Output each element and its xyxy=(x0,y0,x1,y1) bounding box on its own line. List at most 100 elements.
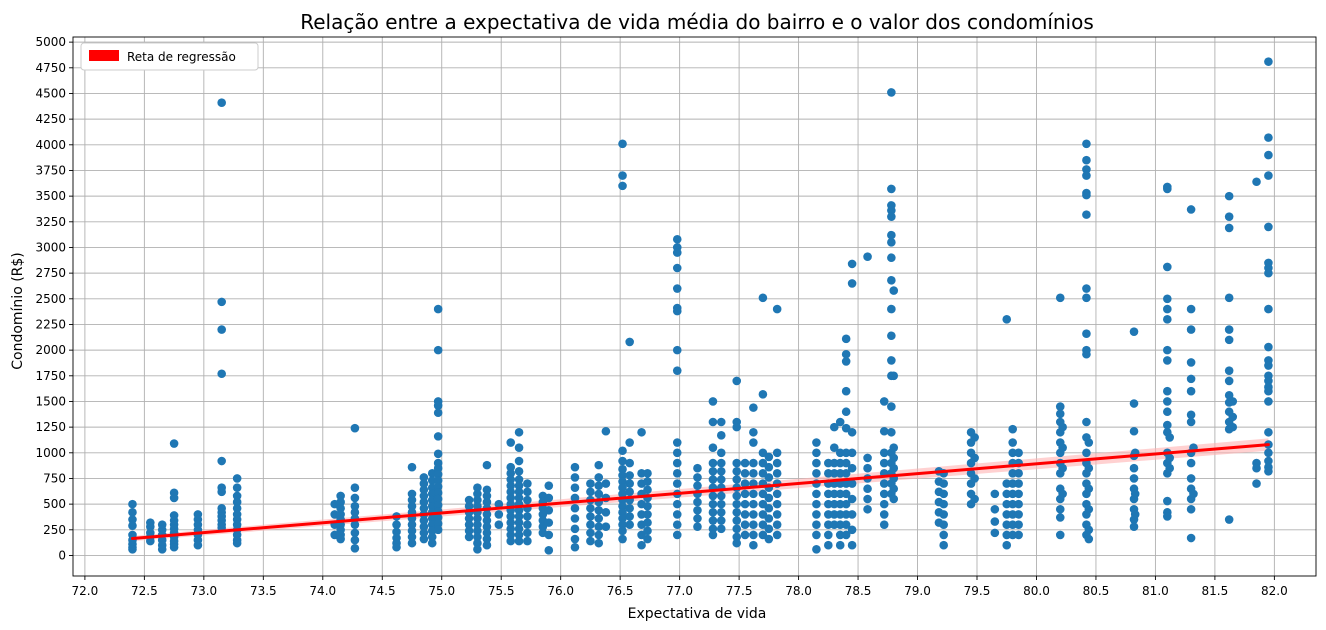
data-point xyxy=(1264,304,1273,314)
data-point xyxy=(594,505,604,515)
data-point xyxy=(841,510,851,519)
data-point xyxy=(764,452,774,462)
data-point xyxy=(232,483,242,493)
data-point xyxy=(336,491,345,501)
data-point xyxy=(749,403,758,412)
data-point xyxy=(643,477,652,486)
data-point xyxy=(1008,448,1017,458)
data-point xyxy=(1084,463,1094,473)
data-point xyxy=(1186,504,1196,514)
data-point xyxy=(407,538,417,548)
regression-line-stroke xyxy=(130,443,1270,541)
data-point xyxy=(618,464,627,474)
data-point xyxy=(544,546,554,555)
data-point xyxy=(835,469,845,478)
x-tick-label: 75.5 xyxy=(488,584,515,598)
data-point xyxy=(772,510,782,519)
y-tick-label: 1250 xyxy=(35,420,66,434)
data-point xyxy=(824,540,833,550)
y-tick-label: 250 xyxy=(43,523,66,537)
data-point xyxy=(1129,522,1139,532)
data-point xyxy=(1165,453,1174,463)
data-point xyxy=(970,433,979,442)
data-point xyxy=(217,325,226,334)
data-point xyxy=(514,443,524,452)
data-point xyxy=(1163,407,1172,417)
y-tick-label: 3000 xyxy=(35,240,66,254)
x-tick-label: 78.5 xyxy=(845,584,872,598)
data-point xyxy=(544,518,554,527)
data-point xyxy=(506,518,516,527)
data-point xyxy=(1008,469,1017,478)
data-point xyxy=(1082,155,1091,165)
data-point xyxy=(625,458,634,468)
data-point xyxy=(482,510,492,519)
data-point xyxy=(1008,520,1017,529)
data-point xyxy=(1014,499,1023,509)
data-point xyxy=(637,427,646,437)
data-point xyxy=(427,532,437,542)
data-point xyxy=(618,534,627,544)
data-point xyxy=(749,499,758,509)
data-point xyxy=(570,503,580,513)
data-point xyxy=(887,331,896,341)
data-point xyxy=(749,540,758,550)
data-point xyxy=(473,538,482,548)
data-point xyxy=(494,520,504,529)
data-point xyxy=(835,458,845,468)
data-point xyxy=(217,487,226,497)
data-point xyxy=(939,540,948,550)
data-point xyxy=(625,512,634,521)
data-point xyxy=(693,463,702,473)
data-point xyxy=(970,453,979,463)
data-point xyxy=(625,479,634,488)
data-point xyxy=(1002,499,1012,509)
data-point xyxy=(523,520,532,529)
data-point xyxy=(835,510,845,519)
data-point xyxy=(514,427,524,437)
data-point xyxy=(772,530,782,540)
data-point xyxy=(847,525,857,535)
data-point xyxy=(863,504,872,514)
y-tick-label: 3500 xyxy=(35,189,66,203)
x-tick-label: 76.0 xyxy=(547,584,574,598)
data-point xyxy=(841,469,851,478)
data-point xyxy=(740,520,750,529)
data-point xyxy=(601,426,611,436)
data-point xyxy=(879,520,889,529)
data-point xyxy=(835,499,845,509)
data-point xyxy=(433,513,443,522)
data-point xyxy=(672,234,682,244)
data-point xyxy=(672,479,682,488)
data-point xyxy=(732,524,742,534)
data-point xyxy=(716,417,726,427)
data-point xyxy=(772,458,782,468)
data-point xyxy=(625,487,634,497)
y-tick-label: 2750 xyxy=(35,266,66,280)
data-point xyxy=(758,389,768,399)
data-point xyxy=(1055,293,1065,303)
data-point xyxy=(1189,489,1198,499)
data-point xyxy=(1058,422,1067,432)
data-point xyxy=(336,497,345,507)
data-point xyxy=(716,475,726,484)
data-point xyxy=(887,212,896,221)
data-point xyxy=(350,423,360,433)
data-point xyxy=(506,530,516,540)
data-point xyxy=(506,493,516,503)
data-point xyxy=(841,458,851,468)
x-tick-label: 81.0 xyxy=(1142,584,1169,598)
data-point xyxy=(764,514,774,523)
data-point xyxy=(618,446,627,456)
data-point xyxy=(835,489,845,499)
data-point xyxy=(618,520,627,529)
data-point xyxy=(835,448,845,458)
data-point xyxy=(601,479,611,488)
data-point xyxy=(740,489,750,499)
data-point xyxy=(1163,397,1172,406)
data-point xyxy=(708,516,718,525)
data-point xyxy=(350,543,360,553)
data-point xyxy=(482,491,492,501)
data-point xyxy=(732,499,742,509)
data-point xyxy=(672,530,682,540)
